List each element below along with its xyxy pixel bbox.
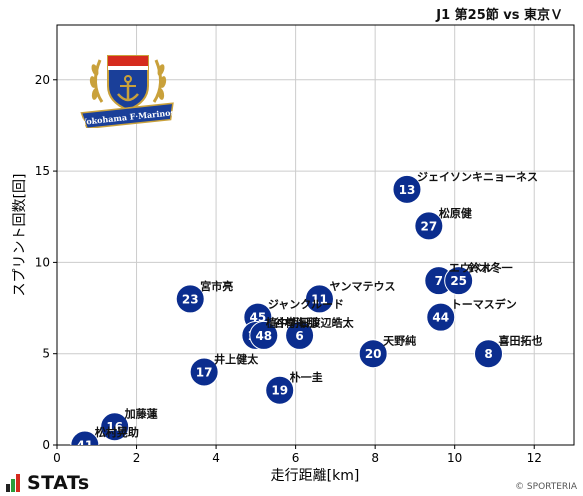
x-tick-label: 6 bbox=[292, 451, 300, 465]
point-name-label: エウベル bbox=[449, 262, 493, 275]
x-tick-label: 4 bbox=[212, 451, 220, 465]
point-name-label: 加藤蓮 bbox=[124, 407, 158, 421]
x-tick-label: 2 bbox=[133, 451, 141, 465]
point-number-label: 19 bbox=[271, 384, 288, 398]
point-name-label: ヤンマテウス bbox=[329, 280, 395, 293]
y-tick-label: 10 bbox=[35, 255, 50, 269]
point-name-label: 天野純 bbox=[383, 334, 416, 348]
plot-frame bbox=[56, 24, 575, 446]
point-number-label: 16 bbox=[106, 420, 123, 434]
point-number-label: 8 bbox=[484, 347, 492, 361]
point-number-label: 23 bbox=[182, 292, 199, 306]
copyright-text: © SPORTERIA bbox=[515, 482, 577, 492]
point-name-label: 植中朝日 bbox=[265, 315, 310, 329]
brand-label: STATs bbox=[27, 472, 90, 494]
point-number-label: 44 bbox=[432, 311, 449, 325]
y-axis-label: スプリント回数[回] bbox=[12, 174, 28, 297]
point-number-label: 48 bbox=[255, 329, 272, 343]
point-number-label: 20 bbox=[365, 347, 382, 361]
stats-logo: STATs bbox=[6, 472, 90, 494]
point-number-label: 17 bbox=[196, 365, 213, 379]
data-point bbox=[444, 266, 474, 296]
x-axis-label: 走行距離[km] bbox=[271, 467, 360, 484]
point-name-label: 鈴木冬一 bbox=[469, 261, 513, 275]
data-point bbox=[175, 284, 205, 314]
data-point bbox=[473, 339, 503, 369]
data-points: 1327725448201164514482317191641 bbox=[70, 174, 503, 453]
point-name-label: 喜田拓也 bbox=[498, 334, 542, 348]
grid bbox=[57, 25, 574, 445]
point-name-label: ジャンクルード bbox=[268, 298, 344, 311]
point-number-label: 25 bbox=[450, 274, 467, 288]
point-number-label: 27 bbox=[420, 219, 437, 233]
data-point bbox=[414, 211, 444, 241]
point-name-label: 谷村海那 bbox=[274, 315, 318, 329]
point-name-label: 宮市亮 bbox=[200, 279, 233, 293]
point-number-label: 13 bbox=[399, 183, 416, 197]
data-point bbox=[265, 375, 295, 405]
point-name-label: 朴一圭 bbox=[290, 370, 323, 384]
page-title: J1 第25節 vs 東京Ｖ bbox=[436, 8, 563, 23]
y-tick-label: 15 bbox=[35, 164, 50, 178]
x-tick-label: 12 bbox=[527, 451, 542, 465]
point-name-label: 松原健 bbox=[439, 206, 473, 220]
x-tick-label: 0 bbox=[53, 451, 61, 465]
stats-bars-icon bbox=[6, 474, 21, 492]
y-tick-label: 20 bbox=[35, 73, 50, 87]
data-point bbox=[358, 339, 388, 369]
x-tick-label: 10 bbox=[447, 451, 462, 465]
data-point bbox=[249, 320, 279, 350]
axis-ticks: 0 2 4 6 8 10 12 0 5 10 15 20 bbox=[35, 73, 542, 465]
point-number-label: 6 bbox=[295, 329, 303, 343]
data-point bbox=[304, 284, 334, 314]
data-point bbox=[100, 412, 130, 442]
data-point bbox=[285, 320, 315, 350]
point-number-label: 7 bbox=[435, 274, 443, 288]
point-number-label: 11 bbox=[311, 292, 328, 306]
data-point bbox=[189, 357, 219, 387]
data-point bbox=[392, 174, 422, 204]
club-crest-icon: Yokohama F·Marinos bbox=[80, 50, 176, 130]
point-name-label: 渡辺皓太 bbox=[310, 315, 355, 329]
point-name-label: 松村晃助 bbox=[95, 425, 139, 439]
point-name-label: トーマスデン bbox=[451, 297, 517, 311]
data-point bbox=[70, 430, 100, 445]
x-tick-label: 8 bbox=[371, 451, 379, 465]
point-name-label: ジェイソンキニョーネス bbox=[417, 170, 538, 183]
y-tick-label: 5 bbox=[42, 347, 50, 361]
data-point bbox=[426, 302, 456, 332]
y-tick-label: 0 bbox=[42, 438, 50, 452]
point-name-label: 井上健太 bbox=[214, 352, 259, 366]
point-number-label: 41 bbox=[76, 439, 93, 453]
